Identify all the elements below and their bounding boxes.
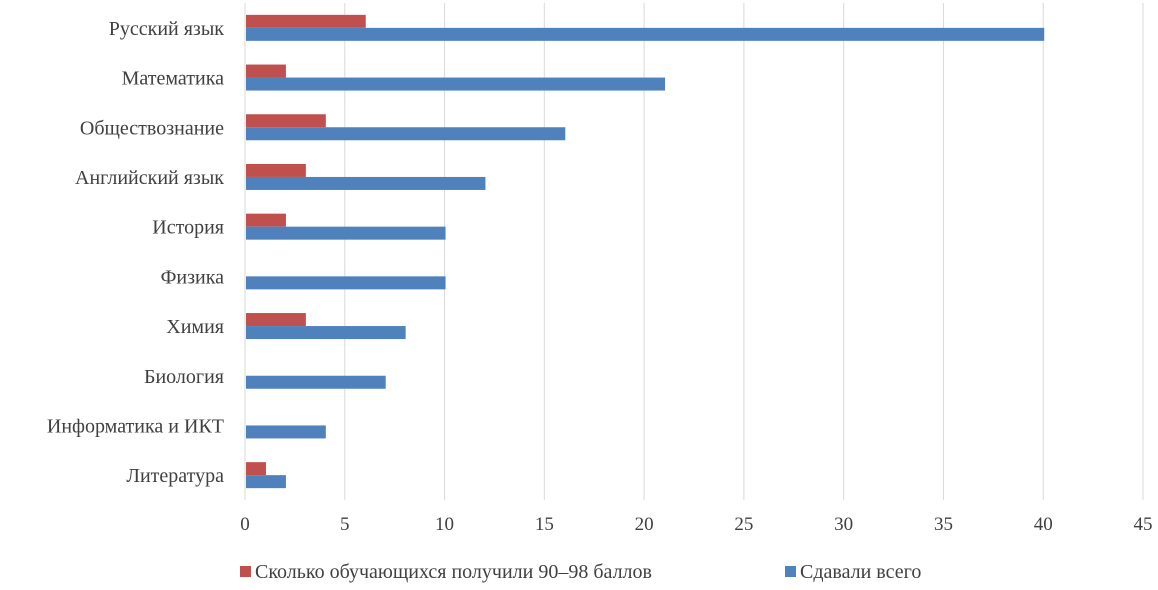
bar-top90-98-обществознание	[246, 114, 326, 128]
category-labels: Русский язык Математика Обществознание Англ…	[47, 18, 224, 487]
category-label-химия: Химия	[166, 316, 224, 338]
x-tick-label: 0	[240, 514, 250, 535]
legend-label-total: Сдавали всего	[800, 561, 921, 583]
bar-total-биология	[246, 375, 386, 389]
x-tick-label: 5	[340, 514, 350, 535]
x-tick-label: 10	[435, 514, 454, 535]
category-label-английский-язык: Английский язык	[75, 167, 224, 189]
legend-label-top90-98: Сколько обучающихся получили 90–98 балло…	[255, 561, 652, 583]
x-tick-label: 30	[834, 514, 853, 535]
x-tick-label: 15	[535, 514, 554, 535]
bar-total-информатика-и-икт	[246, 425, 326, 439]
category-label-литература: Литература	[126, 465, 224, 487]
bar-total-химия	[246, 326, 406, 340]
category-label-обществознание: Обществознание	[80, 117, 224, 139]
bar-top90-98-история	[246, 213, 286, 227]
bar-top90-98-математика	[246, 64, 286, 78]
bar-total-обществознание	[246, 127, 566, 141]
x-tick-label: 45	[1134, 514, 1153, 535]
category-label-физика: Физика	[161, 266, 225, 288]
x-tick-label: 25	[734, 514, 753, 535]
category-label-биология: Биология	[144, 366, 224, 388]
x-tick-label: 40	[1034, 514, 1053, 535]
tick-labels: 0 5 10 15 20 25 30 35 40 45	[240, 514, 1152, 535]
bar-total-математика	[246, 77, 666, 91]
x-tick-label: 20	[635, 514, 654, 535]
bar-layer	[246, 14, 1045, 489]
bar-top90-98-химия	[246, 313, 306, 327]
bar-total-русский-язык	[246, 27, 1045, 41]
bar-total-литература	[246, 475, 286, 489]
bar-top90-98-английский-язык	[246, 163, 306, 177]
bar-top90-98-литература	[246, 462, 266, 476]
category-label-история: История	[152, 217, 224, 239]
legend: Сколько обучающихся получили 90–98 балло…	[240, 561, 921, 583]
x-tick-label: 35	[934, 514, 953, 535]
bar-total-история	[246, 226, 446, 240]
bar-total-английский-язык	[246, 176, 486, 190]
bar-total-физика	[246, 276, 446, 290]
legend-swatch-top90-98	[240, 566, 251, 577]
category-label-математика: Математика	[122, 68, 224, 90]
category-label-информатика-и-икт: Информатика и ИКТ	[47, 415, 224, 437]
legend-swatch-total	[785, 566, 796, 577]
category-label-русский-язык: Русский язык	[109, 18, 225, 40]
bar-top90-98-русский-язык	[246, 14, 366, 28]
